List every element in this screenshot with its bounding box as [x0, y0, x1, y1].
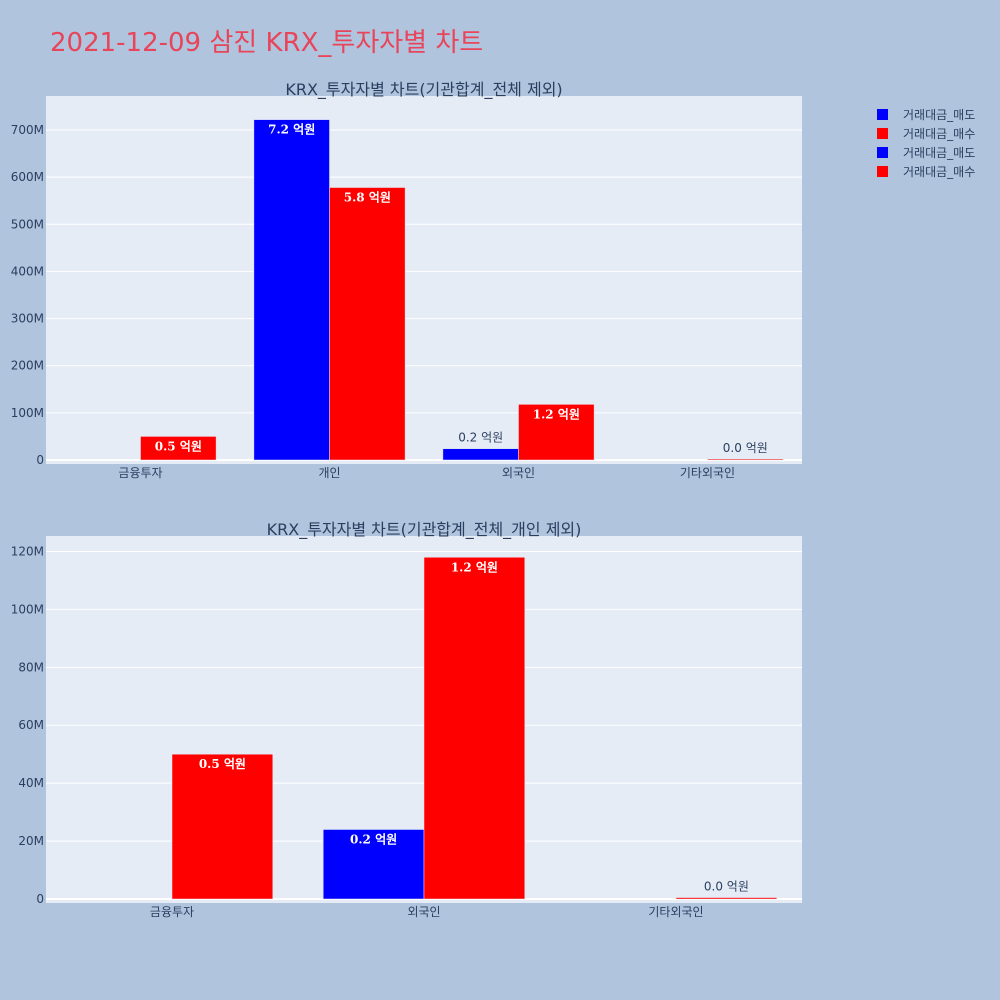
x-tick-label: 외국인: [407, 905, 440, 919]
data-label: 0.0 억원: [704, 880, 749, 894]
x-tick-label: 금융투자: [150, 905, 194, 919]
data-label: 0.5 억원: [155, 439, 202, 453]
bar: [171, 753, 274, 900]
y-tick-label: 20M: [18, 834, 44, 848]
legend-swatch: [877, 128, 888, 139]
x-tick-label: 외국인: [502, 466, 535, 480]
data-label: 1.2 억원: [533, 407, 580, 421]
legend-label: 거래대금_매도: [903, 108, 975, 122]
x-tick-label: 기타외국인: [680, 466, 735, 480]
bar: [442, 448, 519, 461]
y-tick-label: 500M: [11, 217, 44, 231]
page-title: 2021-12-09 삼진 KRX_투자자별 차트: [50, 28, 484, 58]
y-tick-label: 600M: [11, 170, 44, 184]
bar: [322, 829, 425, 900]
data-label: 1.2 억원: [451, 560, 498, 574]
data-label: 0.5 억원: [199, 757, 246, 771]
legend-swatch: [877, 147, 888, 158]
data-label: 7.2 억원: [268, 123, 315, 137]
legend-label: 거래대금_매수: [903, 165, 975, 179]
x-tick-label: 개인: [318, 466, 340, 480]
y-tick-label: 80M: [18, 660, 44, 674]
y-tick-label: 60M: [18, 718, 44, 732]
y-tick-label: 200M: [11, 359, 44, 373]
bar: [675, 897, 778, 900]
y-tick-label: 300M: [11, 312, 44, 326]
subplot-title: KRX_투자자별 차트(기관합계_전체 제외): [285, 80, 562, 100]
data-label: 0.2 억원: [350, 832, 397, 846]
y-tick-label: 100M: [11, 602, 44, 616]
bar: [140, 436, 217, 461]
data-label: 5.8 억원: [344, 191, 391, 205]
bar: [423, 557, 526, 900]
bar: [329, 187, 406, 461]
data-label: 0.2 억원: [458, 431, 503, 445]
y-tick-label: 0: [36, 453, 44, 467]
y-tick-label: 100M: [11, 406, 44, 420]
legend-label: 거래대금_매수: [903, 127, 975, 141]
bar: [518, 404, 595, 461]
legend-swatch: [877, 109, 888, 120]
legend-label: 거래대금_매도: [903, 146, 975, 160]
bar: [253, 119, 330, 461]
subplot-title: KRX_투자자별 차트(기관합계_전체_개인 제외): [267, 520, 582, 540]
plot-area: [46, 96, 802, 464]
legend-swatch: [877, 166, 888, 177]
bar: [707, 458, 784, 461]
y-tick-label: 0: [36, 892, 44, 906]
y-tick-label: 40M: [18, 776, 44, 790]
y-tick-label: 120M: [11, 544, 44, 558]
y-tick-label: 400M: [11, 264, 44, 278]
data-label: 0.0 억원: [723, 441, 768, 455]
x-tick-label: 금융투자: [118, 466, 162, 480]
y-tick-label: 700M: [11, 123, 44, 137]
x-tick-label: 기타외국인: [648, 905, 703, 919]
